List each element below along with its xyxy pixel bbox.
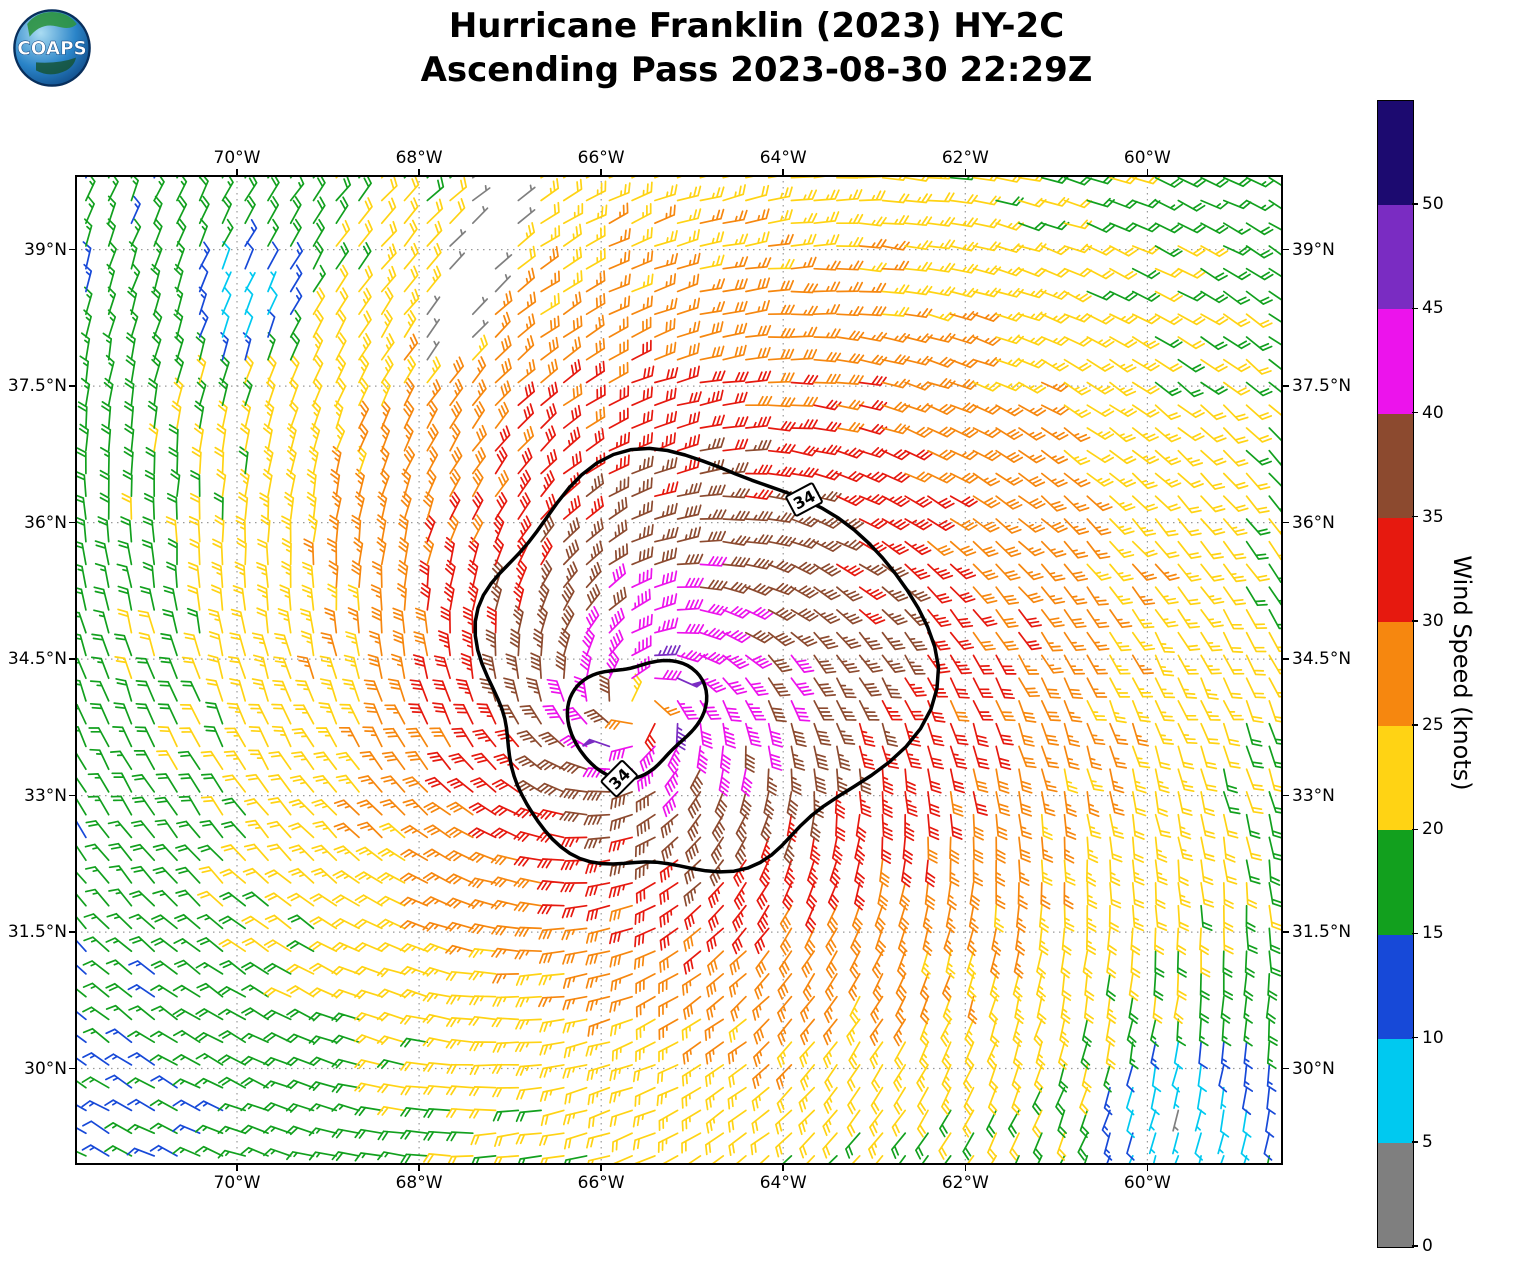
colorbar-tick-label: 10: [1422, 1027, 1444, 1048]
coaps-logo-globe: COAPS: [13, 9, 91, 87]
x-tick-mark: [418, 169, 420, 175]
x-tick-mark: [600, 1165, 602, 1171]
colorbar-tick-mark: [1412, 411, 1418, 414]
colorbar-tick-label: 30: [1422, 610, 1444, 631]
x-tick-label-bottom: 70°W: [213, 1173, 261, 1193]
y-tick-mark: [69, 248, 75, 251]
colorbar-tick-mark: [1412, 932, 1418, 935]
plot-border: [75, 175, 1283, 1165]
x-tick-label-bottom: 66°W: [577, 1173, 625, 1193]
chart-subtitle: Ascending Pass 2023-08-30 22:29Z: [420, 50, 1093, 90]
x-tick-label-top: 66°W: [577, 148, 625, 168]
x-tick-label-bottom: 68°W: [395, 1173, 443, 1193]
colorbar-tick-mark: [1412, 1036, 1418, 1039]
colorbar-tick-label: 45: [1422, 298, 1444, 319]
y-tick-label-left: 39°N: [24, 239, 67, 260]
y-tick-label-right: 34.5°N: [1292, 649, 1352, 670]
y-tick-mark: [69, 658, 75, 660]
colorbar-axis-label: Wind Speed (knots): [1448, 555, 1476, 791]
colorbar-segment: [1378, 830, 1413, 935]
y-tick-mark: [69, 385, 75, 387]
y-tick-mark: [69, 1067, 75, 1070]
colorbar-tick-label: 25: [1422, 715, 1444, 736]
colorbar-tick-mark: [1412, 828, 1418, 831]
colorbar-tick-label: 40: [1422, 402, 1444, 423]
colorbar-tick-label: 50: [1422, 194, 1444, 215]
x-tick-mark: [782, 1165, 784, 1171]
y-tick-label-left: 37.5°N: [7, 376, 67, 397]
y-tick-label-right: 36°N: [1292, 512, 1335, 533]
colorbar-segment: [1378, 1038, 1413, 1143]
y-tick-label-left: 30°N: [24, 1058, 67, 1079]
map-plot: 34 34: [75, 175, 1283, 1165]
colorbar-segment: [1378, 413, 1413, 518]
y-tick-mark: [1283, 1067, 1289, 1070]
wind-barbs-layer: [75, 175, 1283, 1165]
x-tick-label-bottom: 64°W: [759, 1173, 807, 1193]
x-tick-mark: [1146, 169, 1149, 175]
colorbar-tick-label: 0: [1422, 1236, 1433, 1256]
y-tick-mark: [1283, 385, 1289, 387]
colorbar-segment: [1378, 517, 1413, 622]
colorbar-segment: [1378, 205, 1413, 310]
colorbar-tick-mark: [1412, 515, 1418, 518]
y-tick-label-right: 31.5°N: [1292, 922, 1352, 943]
colorbar-tick-label: 15: [1422, 923, 1444, 944]
colorbar-segment: [1378, 309, 1413, 414]
colorbar-segment: [1378, 1142, 1413, 1248]
y-tick-label-left: 34.5°N: [7, 649, 67, 670]
x-tick-label-top: 68°W: [395, 148, 443, 168]
colorbar-segment: [1378, 934, 1413, 1039]
x-tick-label-bottom: 62°W: [941, 1173, 989, 1193]
x-tick-mark: [964, 1165, 967, 1171]
y-tick-mark: [1283, 658, 1289, 660]
x-tick-mark: [782, 169, 784, 175]
x-tick-mark: [600, 169, 602, 175]
colorbar-tick-mark: [1412, 203, 1418, 205]
y-tick-mark: [69, 931, 75, 933]
chart-title: Hurricane Franklin (2023) HY-2C: [448, 6, 1065, 46]
x-tick-mark: [418, 1165, 420, 1171]
colorbar-tick-mark: [1412, 307, 1418, 310]
y-tick-label-left: 33°N: [24, 785, 67, 806]
y-tick-label-left: 36°N: [24, 512, 67, 533]
x-tick-mark: [1146, 1165, 1149, 1171]
y-tick-mark: [69, 521, 75, 524]
y-tick-label-right: 39°N: [1292, 239, 1335, 260]
y-tick-mark: [69, 794, 75, 797]
x-tick-mark: [236, 1165, 238, 1171]
y-tick-mark: [1283, 794, 1289, 797]
x-tick-label-top: 62°W: [941, 148, 989, 168]
colorbar-tick-label: 35: [1422, 506, 1444, 527]
x-tick-label-bottom: 60°W: [1123, 1173, 1171, 1193]
x-tick-mark: [236, 169, 238, 175]
coaps-logo-text: COAPS: [17, 38, 87, 59]
colorbar-tick-label: 5: [1422, 1131, 1433, 1152]
colorbar-segment: [1378, 726, 1413, 831]
y-tick-mark: [1283, 931, 1289, 933]
title-block: Hurricane Franklin (2023) HY-2C Ascendin…: [0, 4, 1513, 92]
colorbar-tick-mark: [1412, 1245, 1418, 1247]
colorbar-segment: [1378, 621, 1413, 727]
x-tick-mark: [964, 169, 967, 175]
colorbar-tick-mark: [1412, 1141, 1418, 1143]
x-tick-label-top: 64°W: [759, 148, 807, 168]
colorbar-tick-label: 20: [1422, 819, 1444, 840]
colorbar-tick-mark: [1412, 620, 1418, 622]
y-tick-label-right: 30°N: [1292, 1058, 1335, 1079]
colorbar-segment: [1378, 101, 1413, 206]
y-tick-mark: [1283, 248, 1289, 251]
coaps-logo: COAPS: [12, 8, 92, 88]
y-tick-label-right: 37.5°N: [1292, 376, 1352, 397]
y-tick-label-right: 33°N: [1292, 785, 1335, 806]
colorbar-tick-mark: [1412, 724, 1418, 726]
colorbar: [1377, 100, 1414, 1248]
y-tick-label-left: 31.5°N: [7, 922, 67, 943]
x-tick-label-top: 60°W: [1123, 148, 1171, 168]
y-tick-mark: [1283, 521, 1289, 524]
x-tick-label-top: 70°W: [213, 148, 261, 168]
